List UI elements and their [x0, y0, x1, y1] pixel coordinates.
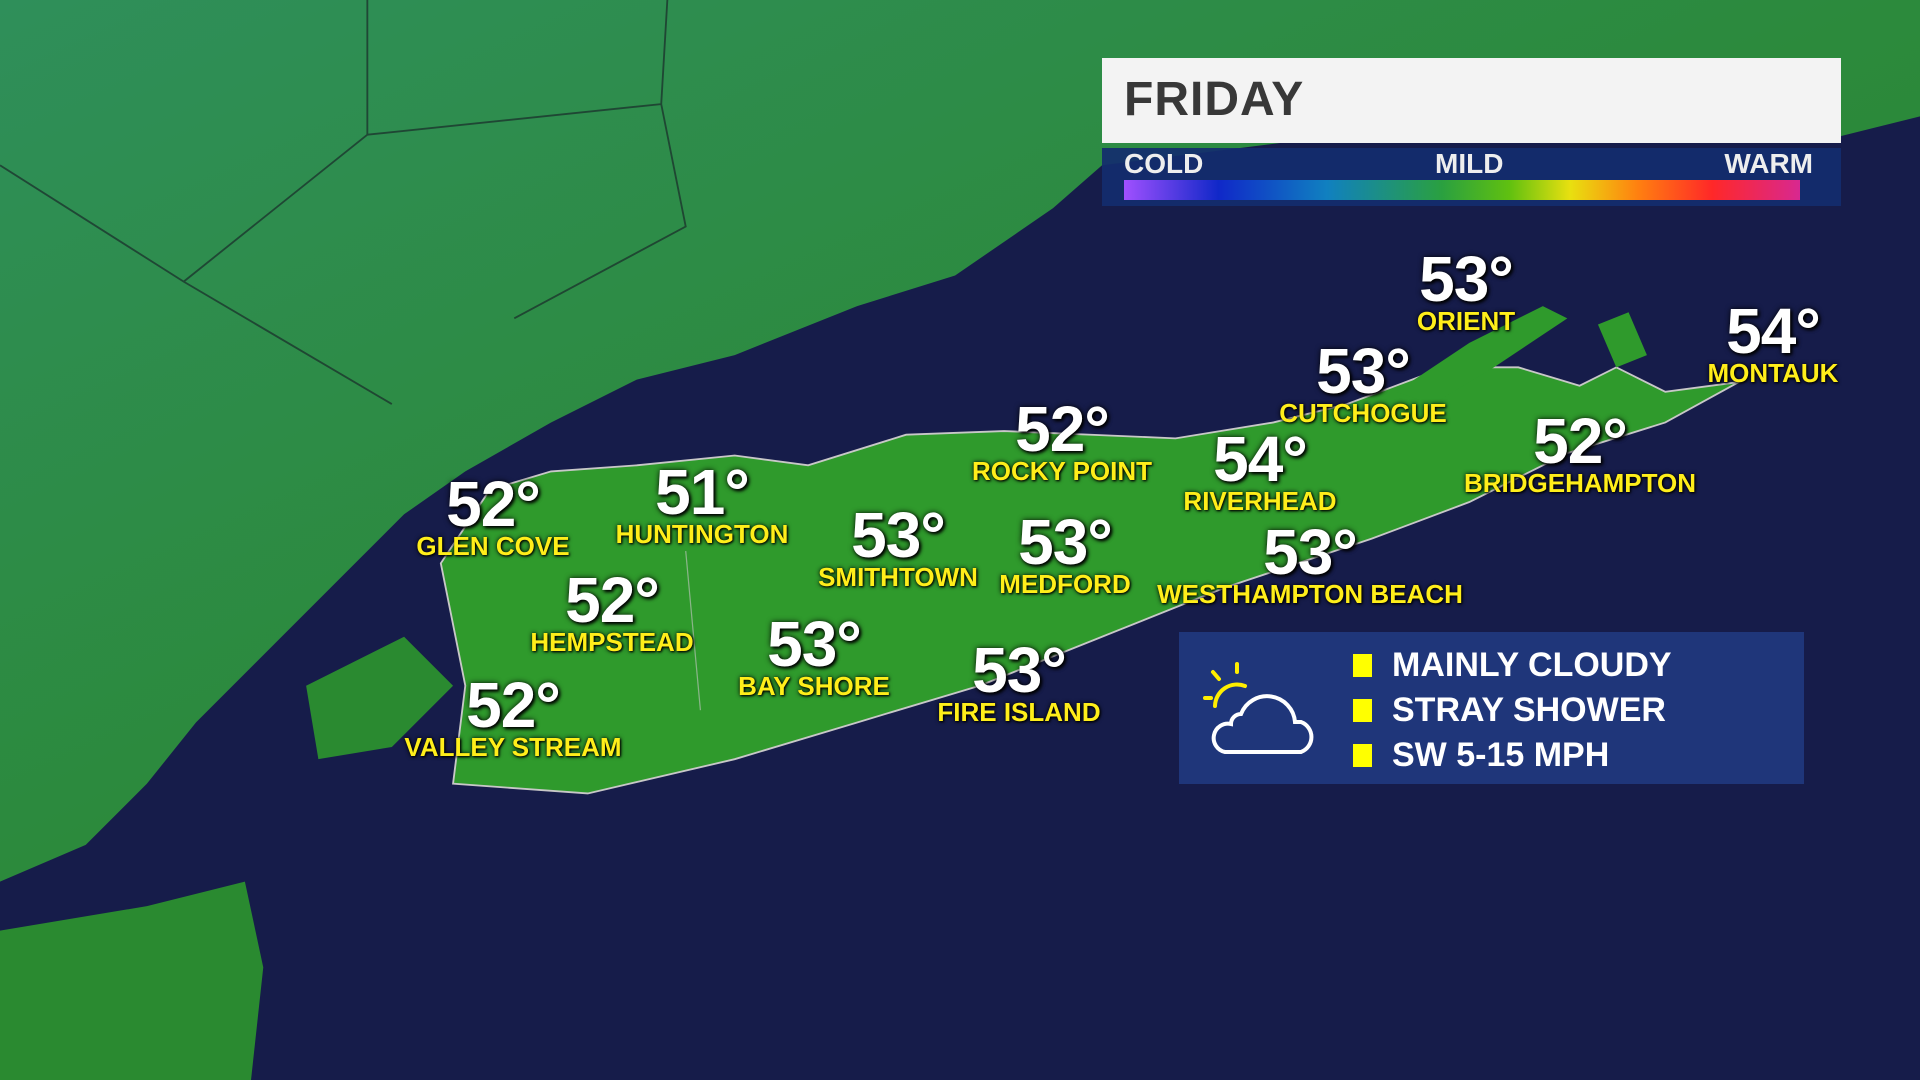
temperature-scale: COLD MILD WARM — [1102, 148, 1841, 206]
city-temp: 53° — [1419, 243, 1514, 315]
city-temp: 54° — [1213, 423, 1308, 495]
city-label: GLEN COVE — [416, 531, 570, 561]
scale-mild-label: MILD — [1435, 148, 1504, 179]
city-label: MEDFORD — [999, 569, 1131, 599]
city-label: WESTHAMPTON BEACH — [1157, 579, 1463, 609]
city-temp: 52° — [565, 564, 660, 636]
condition-text: MAINLY CLOUDY — [1392, 646, 1672, 684]
city-temp: 51° — [655, 456, 750, 528]
conditions-panel: MAINLY CLOUDY STRAY SHOWER SW 5-15 MPH — [1179, 632, 1804, 784]
condition-item: MAINLY CLOUDY — [1353, 646, 1672, 685]
city-smithtown: 53° SMITHTOWN — [818, 503, 978, 591]
city-label: ROCKY POINT — [971, 456, 1153, 486]
city-label: RIVERHEAD — [1183, 486, 1337, 516]
day-title: FRIDAY — [1124, 73, 1305, 126]
city-valley-stream: 52° VALLEY STREAM — [404, 673, 621, 761]
city-bridgehampton: 52° BRIDGEHAMPTON — [1464, 409, 1696, 497]
day-header: FRIDAY — [1102, 58, 1841, 143]
city-temp: 52° — [466, 669, 561, 741]
city-westhampton-beach: 53° WESTHAMPTON BEACH — [1157, 520, 1463, 608]
city-hempstead: 52° HEMPSTEAD — [530, 568, 693, 656]
bullet-square-icon — [1353, 654, 1372, 677]
city-temp: 54° — [1726, 295, 1821, 367]
north-fork — [1395, 306, 1568, 405]
city-temp: 53° — [1263, 516, 1358, 588]
city-orient: 53° ORIENT — [1417, 247, 1515, 335]
city-temp: 53° — [851, 499, 946, 571]
city-fire-island: 53° FIRE ISLAND — [937, 638, 1100, 726]
city-rocky-point: 52° ROCKY POINT — [972, 397, 1152, 485]
city-label: VALLEY STREAM — [404, 732, 622, 762]
city-temp: 53° — [1316, 335, 1411, 407]
scale-gradient-bar — [1124, 180, 1800, 200]
city-glen-cove: 52° GLEN COVE — [416, 472, 569, 560]
partly-cloudy-icon — [1203, 662, 1314, 754]
condition-item: SW 5-15 MPH — [1353, 736, 1609, 775]
bullet-square-icon — [1353, 699, 1372, 722]
condition-item: STRAY SHOWER — [1353, 691, 1666, 730]
city-label: MONTAUK — [1707, 358, 1839, 388]
south-fork-island — [1597, 312, 1647, 368]
city-medford: 53° MEDFORD — [999, 510, 1130, 598]
city-temp: 53° — [1018, 506, 1113, 578]
new-jersey-shore — [0, 881, 264, 1080]
city-label: BAY SHORE — [738, 671, 890, 701]
city-huntington: 51° HUNTINGTON — [616, 460, 789, 548]
city-label: CUTCHOGUE — [1279, 398, 1447, 428]
bullet-square-icon — [1353, 744, 1372, 767]
state-lines — [0, 0, 687, 405]
city-temp: 53° — [972, 634, 1067, 706]
city-montauk: 54° MONTAUK — [1708, 299, 1839, 387]
city-cutchogue: 53° CUTCHOGUE — [1279, 339, 1447, 427]
condition-text: SW 5-15 MPH — [1392, 736, 1610, 774]
city-riverhead: 54° RIVERHEAD — [1183, 427, 1336, 515]
scale-cold-label: COLD — [1124, 148, 1204, 179]
city-temp: 53° — [767, 608, 862, 680]
scale-warm-label: WARM — [1724, 148, 1813, 179]
condition-text: STRAY SHOWER — [1392, 691, 1666, 729]
mainland — [0, 0, 1920, 882]
city-temp: 52° — [446, 468, 541, 540]
city-label: HUNTINGTON — [615, 519, 789, 549]
city-label: FIRE ISLAND — [937, 697, 1101, 727]
city-temp: 52° — [1015, 393, 1110, 465]
city-temp: 52° — [1533, 405, 1628, 477]
city-label: SMITHTOWN — [818, 562, 978, 592]
county-line — [685, 550, 702, 711]
city-label: HEMPSTEAD — [530, 627, 694, 657]
long-island — [439, 366, 1740, 795]
city-label: BRIDGEHAMPTON — [1463, 468, 1697, 498]
city-label: ORIENT — [1416, 306, 1516, 336]
city-bay-shore: 53° BAY SHORE — [738, 612, 890, 700]
